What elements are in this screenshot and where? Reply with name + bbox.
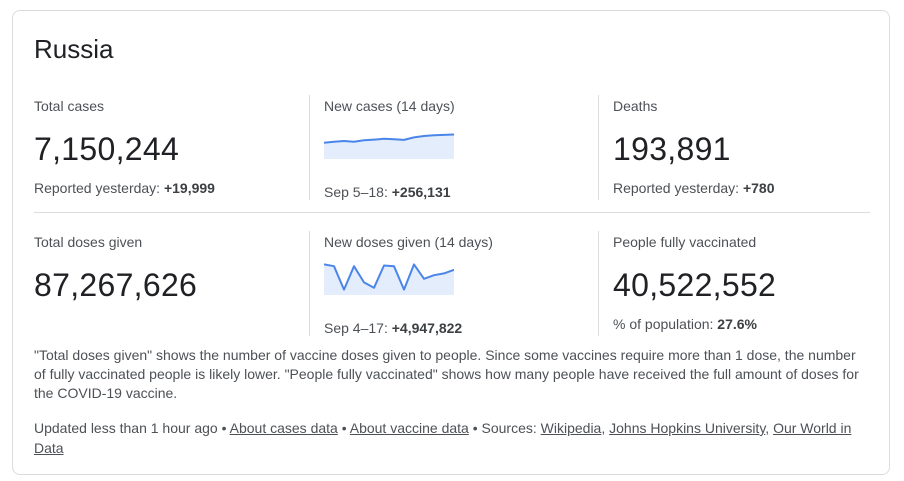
- row-divider: [34, 212, 870, 213]
- new-doses-sparkline-line: [324, 263, 454, 291]
- total-cases-label: Total cases: [34, 98, 105, 114]
- new-doses-range: Sep 4–17: +4,947,822: [324, 319, 462, 337]
- deaths-reported: Reported yesterday: +780: [613, 179, 871, 197]
- new-cases-range: Sep 5–18: +256,131: [324, 183, 451, 201]
- new-cases-sparkline: [324, 133, 454, 159]
- range-prefix: Sep 5–18:: [324, 184, 392, 200]
- separator: •: [468, 420, 482, 436]
- total-doses-cell: Total doses given 87,267,626: [34, 231, 309, 336]
- deaths-cell: Deaths 193,891 Reported yesterday: +780: [598, 95, 871, 200]
- comma: ,: [601, 420, 610, 436]
- total-doses-label: Total doses given: [34, 234, 143, 250]
- new-cases-cell: New cases (14 days) Sep 5–18: +256,131: [309, 95, 599, 200]
- sources-label: Sources:: [481, 420, 541, 436]
- new-cases-sparkline-area: [324, 134, 454, 159]
- new-doses-label: New doses given (14 days): [324, 234, 493, 250]
- new-doses-sparkline: [324, 263, 454, 295]
- separator: •: [337, 420, 350, 436]
- percent-value: 27.6%: [717, 316, 757, 332]
- range-value: +256,131: [391, 184, 451, 200]
- percent-prefix: % of population:: [613, 316, 718, 332]
- new-cases-sparkline-line: [324, 133, 454, 144]
- source-wikipedia-link[interactable]: Wikipedia: [540, 420, 602, 436]
- range-value: +4,947,822: [391, 320, 463, 336]
- new-cases-label: New cases (14 days): [324, 98, 455, 114]
- new-doses-cell: New doses given (14 days) Sep 4–17: +4,9…: [309, 231, 599, 336]
- fully-vaccinated-cell: People fully vaccinated 40,522,552 % of …: [598, 231, 871, 336]
- fully-vaccinated-value: 40,522,552: [613, 267, 777, 303]
- comma: ,: [765, 420, 774, 436]
- total-cases-cell: Total cases 7,150,244 Reported yesterday…: [34, 95, 309, 200]
- vaccine-row: Total doses given 87,267,626 New doses g…: [34, 231, 870, 336]
- cases-row: Total cases 7,150,244 Reported yesterday…: [34, 95, 870, 200]
- total-doses-value: 87,267,626: [34, 267, 198, 303]
- reported-prefix: Reported yesterday:: [34, 180, 164, 196]
- deaths-value: 193,891: [613, 131, 731, 167]
- about-cases-link[interactable]: About cases data: [229, 420, 338, 436]
- total-cases-value: 7,150,244: [34, 131, 180, 167]
- reported-prefix: Reported yesterday:: [613, 180, 743, 196]
- vaccine-note: "Total doses given" shows the number of …: [34, 347, 859, 401]
- source-owid-link[interactable]: Our World in Data: [34, 420, 852, 456]
- deaths-label: Deaths: [613, 98, 658, 114]
- country-title: Russia: [34, 34, 114, 64]
- reported-value: +780: [742, 180, 775, 196]
- separator: •: [217, 420, 230, 436]
- reported-value: +19,999: [163, 180, 215, 196]
- fully-vaccinated-label: People fully vaccinated: [613, 234, 757, 250]
- source-jhu-link[interactable]: Johns Hopkins University: [609, 420, 766, 436]
- population-percent: % of population: 27.6%: [613, 315, 871, 333]
- about-vaccine-link[interactable]: About vaccine data: [349, 420, 469, 436]
- total-cases-reported: Reported yesterday: +19,999: [34, 179, 309, 197]
- covid-stats-card: Russia Total cases 7,150,244 Reported ye…: [12, 10, 890, 475]
- updated-text: Updated less than 1 hour ago: [34, 420, 218, 436]
- range-prefix: Sep 4–17:: [324, 320, 392, 336]
- footer: Updated less than 1 hour ago • About cas…: [34, 418, 864, 458]
